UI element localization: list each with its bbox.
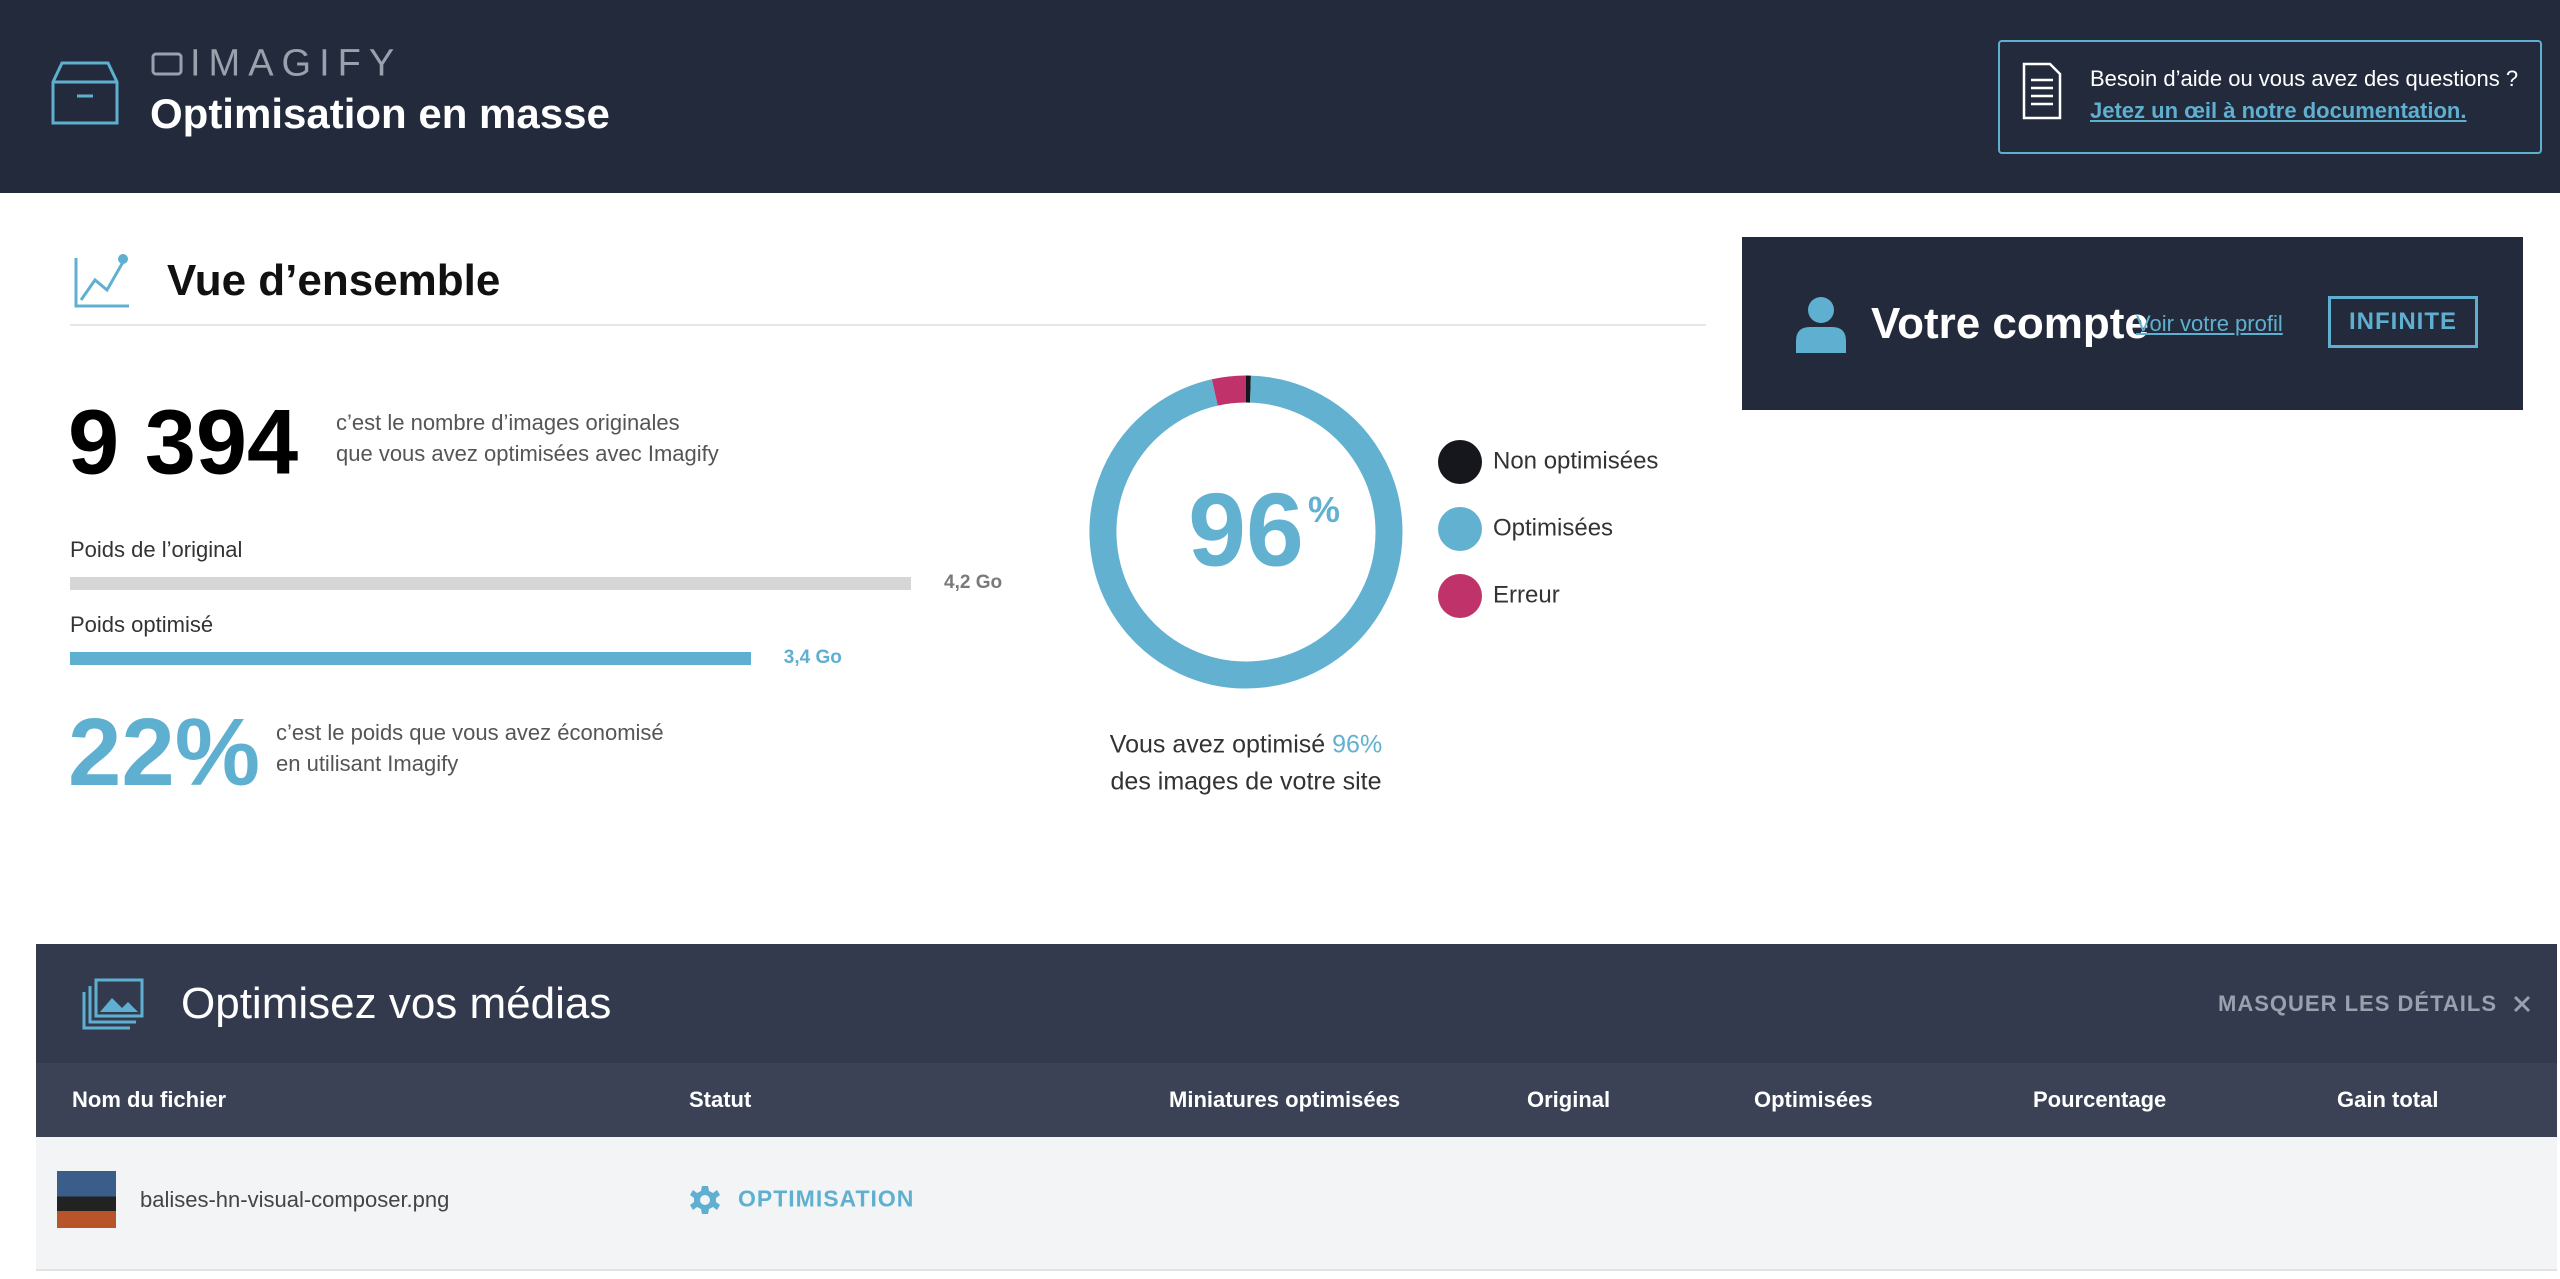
- file-name: balises-hn-visual-composer.png: [140, 1187, 450, 1212]
- summary-highlight: 96%: [1332, 730, 1383, 759]
- help-box: Besoin d’aide ou vous avez des questions…: [1998, 40, 2542, 154]
- donut-segment: [1089, 375, 1403, 689]
- legend-dot: [1438, 507, 1482, 551]
- account-panel: Votre compte Voir votre profil INFINITE: [1742, 237, 2523, 410]
- legend-label: Non optimisées: [1493, 447, 1658, 474]
- summary-text: Vous avez optimisé: [1109, 730, 1326, 759]
- column-header: Pourcentage: [2033, 1087, 2167, 1112]
- column-header: Optimisées: [1754, 1087, 1873, 1112]
- image-count: 9 394: [68, 391, 299, 494]
- column-header: Gain total: [2337, 1087, 2439, 1112]
- column-header: Original: [1527, 1087, 1611, 1112]
- page-title: Optimisation en masse: [150, 90, 610, 137]
- gear-icon: [690, 1186, 720, 1214]
- gear-hole: [700, 1195, 710, 1205]
- legend-label: Erreur: [1493, 581, 1560, 608]
- saved-text: en utilisant Imagify: [276, 751, 459, 776]
- saved-percent: 22%: [68, 699, 261, 806]
- media-title: Optimisez vos médias: [181, 979, 612, 1028]
- box-icon: [51, 61, 119, 125]
- weight-label: Poids optimisé: [70, 612, 214, 637]
- column-header: Nom du fichier: [72, 1087, 227, 1112]
- header: IMAGIFY Optimisation en masse Besoin d’a…: [0, 0, 2560, 193]
- media-header: Optimisez vos médias MASQUER LES DÉTAILS: [36, 944, 2557, 1063]
- account-title: Votre compte: [1871, 299, 2149, 348]
- help-link[interactable]: Jetez un œil à notre documentation.: [2090, 98, 2467, 123]
- help-text: Besoin d’aide ou vous avez des questions…: [2090, 66, 2519, 91]
- column-header: Statut: [689, 1087, 752, 1112]
- weight-label: Poids de l’original: [70, 537, 243, 562]
- legend-label: Optimisées: [1493, 514, 1613, 541]
- profile-link[interactable]: Voir votre profil: [2136, 311, 2283, 336]
- logo: IMAGIFY: [190, 42, 403, 85]
- count-text: c’est le nombre d’images originales: [336, 410, 680, 435]
- close-icon[interactable]: [2513, 995, 2531, 1013]
- weight-value: 4,2 Go: [944, 572, 1003, 593]
- legend-dot: [1438, 440, 1482, 484]
- media-icon: [82, 978, 144, 1030]
- thumbnail: [57, 1171, 116, 1228]
- weight-value: 3,4 Go: [783, 647, 842, 668]
- table-header: Nom du fichier Statut Miniatures optimisée…: [36, 1063, 2557, 1137]
- chart-icon: [74, 254, 129, 308]
- weight-bar: [70, 577, 911, 590]
- table-row: balises-hn-visual-composer.png OPTIMISATI…: [36, 1137, 2557, 1271]
- user-icon: [1796, 297, 1846, 353]
- donut-chart: 96 % Non optimisées Optimisées Erreur: [1089, 375, 1658, 689]
- donut-segment: [1211, 375, 1247, 406]
- column-header: Miniatures optimisées: [1169, 1087, 1401, 1112]
- status: OPTIMISATION: [738, 1185, 915, 1212]
- weight-bar: [70, 652, 751, 665]
- saved-text: c’est le poids que vous avez économisé: [276, 720, 664, 745]
- separator: [70, 324, 1706, 326]
- section-title: Vue d’ensemble: [167, 256, 501, 305]
- donut-center-value: 96: [1188, 472, 1304, 588]
- plan-badge[interactable]: INFINITE: [2328, 296, 2478, 348]
- summary-text: des images de votre site: [1110, 767, 1382, 796]
- legend-dot: [1438, 574, 1482, 618]
- doc-icon: [2022, 62, 2062, 120]
- summary-line: Vous avez optimisé 96%: [1110, 731, 1382, 760]
- count-text: que vous avez optimisées avec Imagify: [336, 441, 719, 466]
- logo-icon: [151, 52, 183, 76]
- donut-center-unit: %: [1308, 489, 1340, 530]
- toggle-details[interactable]: MASQUER LES DÉTAILS: [2218, 991, 2497, 1016]
